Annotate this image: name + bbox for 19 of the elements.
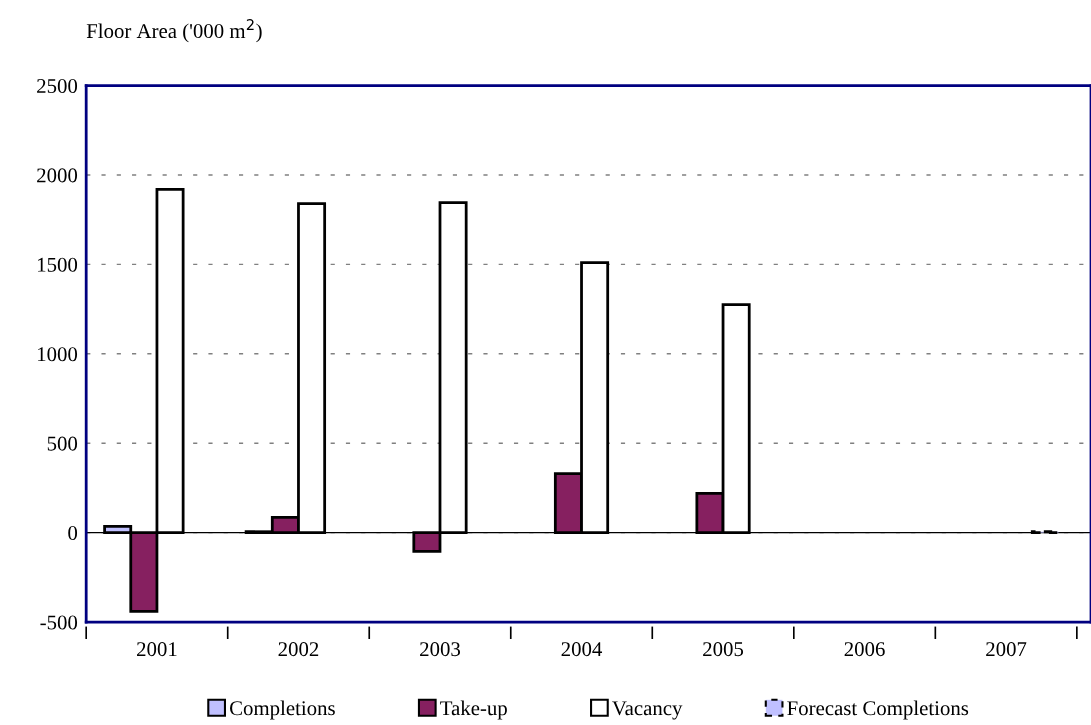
x-tick-label: 2005 <box>703 642 744 657</box>
y-tick-label: 2500 <box>37 78 78 93</box>
y-axis-title: Floor Area ('000 m$^{2}$) <box>86 19 262 43</box>
x-tick-label: 2002 <box>278 642 319 657</box>
x-tick-label: 2006 <box>844 642 885 657</box>
legend-label: Forecast Completions <box>787 700 969 720</box>
x-tick-label: 2007 <box>986 642 1027 657</box>
y-tick-label: 1500 <box>38 257 78 272</box>
y-tick-label: 1000 <box>38 347 78 362</box>
y-tick-label: 500 <box>47 436 78 451</box>
y-tick-label: 2000 <box>37 168 78 183</box>
x-tick-label: 2003 <box>420 642 461 657</box>
legend-label: Vacancy <box>612 701 683 720</box>
x-tick-label: 2001 <box>137 642 177 657</box>
x-tick-label: 2004 <box>561 642 603 657</box>
legend-label: Take-up <box>440 700 507 720</box>
y-tick-label: 0 <box>68 526 78 541</box>
legend-label: Completions <box>229 700 335 720</box>
y-tick-label: -500 <box>40 615 78 630</box>
